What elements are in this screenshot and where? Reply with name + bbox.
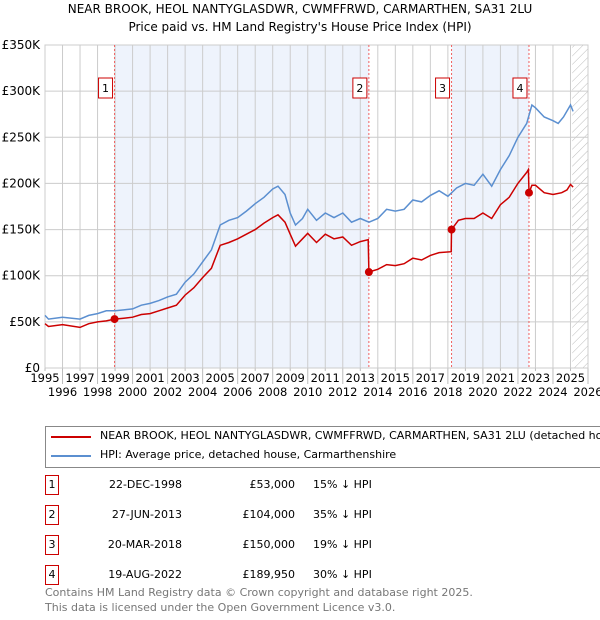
legend-label: NEAR BROOK, HEOL NANTYGLASDWR, CWMFFRWD,…	[100, 429, 600, 442]
x-tick-label: 2005	[206, 371, 235, 385]
sale-point	[524, 188, 533, 197]
x-tick-label: 2018	[433, 385, 462, 399]
x-tick-label: 2022	[503, 385, 532, 399]
y-tick-label: £350K	[2, 38, 42, 52]
x-tick-label: 2017	[416, 371, 445, 385]
series-line-hpi	[44, 103, 574, 320]
x-tick-label: 2007	[241, 371, 270, 385]
x-tick-label: 2024	[538, 385, 567, 399]
sale-date: 19-AUG-2022	[108, 568, 182, 581]
x-tick-label: 2021	[486, 371, 515, 385]
y-tick-label: £250K	[2, 130, 42, 144]
sale-hpi-diff: 30% ↓ HPI	[313, 568, 372, 581]
x-tick-label: 2000	[118, 385, 147, 399]
sale-date: 22-DEC-1998	[108, 478, 182, 491]
footer-licence: This data is licensed under the Open Gov…	[45, 601, 396, 614]
x-tick-label: 2002	[153, 385, 182, 399]
legend-label: HPI: Average price, detached house, Carm…	[100, 448, 397, 461]
forecast-hatch	[572, 45, 588, 368]
legend: NEAR BROOK, HEOL NANTYGLASDWR, CWMFFRWD,…	[45, 426, 600, 468]
sale-row: 3 20-MAR-2018 £150,000 19% ↓ HPI	[45, 535, 445, 555]
sale-hpi-diff: 19% ↓ HPI	[313, 538, 372, 551]
sale-marker-number: 2	[356, 82, 363, 95]
x-tick-label: 2012	[328, 385, 357, 399]
x-tick-label: 2003	[170, 371, 199, 385]
price-chart: 1995199619971998199920002001200220032004…	[2, 38, 600, 399]
y-tick-label: £100K	[2, 269, 42, 283]
sale-number: 3	[45, 535, 59, 555]
sale-point	[364, 268, 373, 277]
sale-marker-box	[435, 77, 451, 99]
x-tick-label: 1995	[30, 371, 59, 385]
x-tick-label: 2006	[223, 385, 252, 399]
sale-price: £189,950	[242, 568, 296, 581]
sale-number: 4	[45, 565, 59, 585]
x-tick-label: 2001	[135, 371, 164, 385]
sale-period-band	[114, 45, 369, 368]
x-tick-label: 2025	[556, 371, 585, 385]
sale-marker-number: 1	[102, 82, 109, 95]
sale-marker-box	[98, 77, 114, 99]
chart-subtitle: Price paid vs. HM Land Registry's House …	[128, 20, 472, 34]
sale-row: 2 27-JUN-2013 £104,000 35% ↓ HPI	[45, 505, 445, 525]
chart-title: NEAR BROOK, HEOL NANTYGLASDWR, CWMFFRWD,…	[67, 2, 533, 16]
x-tick-label: 2023	[521, 371, 550, 385]
series-line-property	[44, 167, 574, 329]
x-tick-label: 2019	[451, 371, 480, 385]
x-tick-label: 1998	[83, 385, 112, 399]
plot-frame	[44, 44, 589, 369]
legend-swatch	[51, 436, 91, 438]
sale-marker-box	[352, 77, 368, 99]
sale-price: £104,000	[242, 508, 296, 521]
y-tick-label: £50K	[9, 315, 41, 329]
y-tick-label: £150K	[2, 223, 42, 237]
x-tick-label: 2026	[573, 385, 600, 399]
x-tick-label: 2016	[398, 385, 427, 399]
x-tick-label: 2015	[381, 371, 410, 385]
legend-swatch	[51, 455, 91, 457]
x-tick-label: 2009	[276, 371, 305, 385]
footer-copyright: Contains HM Land Registry data © Crown c…	[45, 586, 473, 599]
sale-date: 20-MAR-2018	[107, 538, 182, 551]
sale-marker-box	[512, 77, 528, 99]
y-tick-label: £300K	[2, 84, 42, 98]
sale-hpi-diff: 15% ↓ HPI	[313, 478, 372, 491]
sale-point	[447, 225, 456, 234]
sale-period-band	[451, 45, 529, 368]
x-tick-label: 2008	[258, 385, 287, 399]
sale-number: 1	[45, 475, 59, 495]
sale-price: £150,000	[242, 538, 296, 551]
sale-marker-number: 3	[439, 82, 446, 95]
sale-hpi-diff: 35% ↓ HPI	[313, 508, 372, 521]
sale-row: 4 19-AUG-2022 £189,950 30% ↓ HPI	[45, 565, 445, 585]
sale-price: £53,000	[249, 478, 296, 491]
x-tick-label: 2010	[293, 385, 322, 399]
x-tick-label: 2004	[188, 385, 217, 399]
y-tick-label: £0	[25, 361, 40, 375]
sale-marker-number: 4	[516, 82, 523, 95]
x-tick-label: 1996	[48, 385, 77, 399]
x-tick-label: 1999	[100, 371, 129, 385]
x-tick-label: 2013	[346, 371, 375, 385]
x-tick-label: 2014	[363, 385, 392, 399]
x-tick-label: 1997	[65, 371, 94, 385]
sale-date: 27-JUN-2013	[111, 508, 182, 521]
x-tick-label: 2020	[468, 385, 497, 399]
sale-row: 1 22-DEC-1998 £53,000 15% ↓ HPI	[45, 475, 445, 495]
sale-number: 2	[45, 505, 59, 525]
x-tick-label: 2011	[311, 371, 340, 385]
sale-point	[110, 315, 119, 324]
y-tick-label: £200K	[2, 176, 42, 190]
